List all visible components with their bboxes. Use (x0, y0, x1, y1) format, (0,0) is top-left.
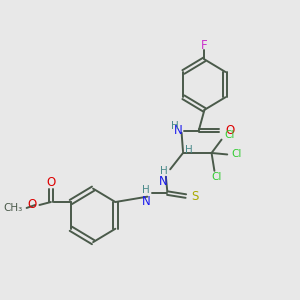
Text: Cl: Cl (212, 172, 222, 182)
Text: H: H (185, 145, 193, 155)
Text: Cl: Cl (232, 149, 242, 160)
Text: S: S (192, 190, 199, 202)
Text: O: O (27, 199, 37, 212)
Text: H: H (160, 166, 167, 176)
Text: O: O (46, 176, 56, 189)
Text: N: N (141, 196, 150, 208)
Text: H: H (142, 185, 150, 195)
Text: H: H (171, 121, 179, 131)
Text: Cl: Cl (224, 130, 235, 140)
Text: CH₃: CH₃ (3, 203, 22, 213)
Text: O: O (225, 124, 234, 137)
Text: N: N (174, 124, 183, 137)
Text: N: N (159, 175, 167, 188)
Text: F: F (201, 40, 208, 52)
